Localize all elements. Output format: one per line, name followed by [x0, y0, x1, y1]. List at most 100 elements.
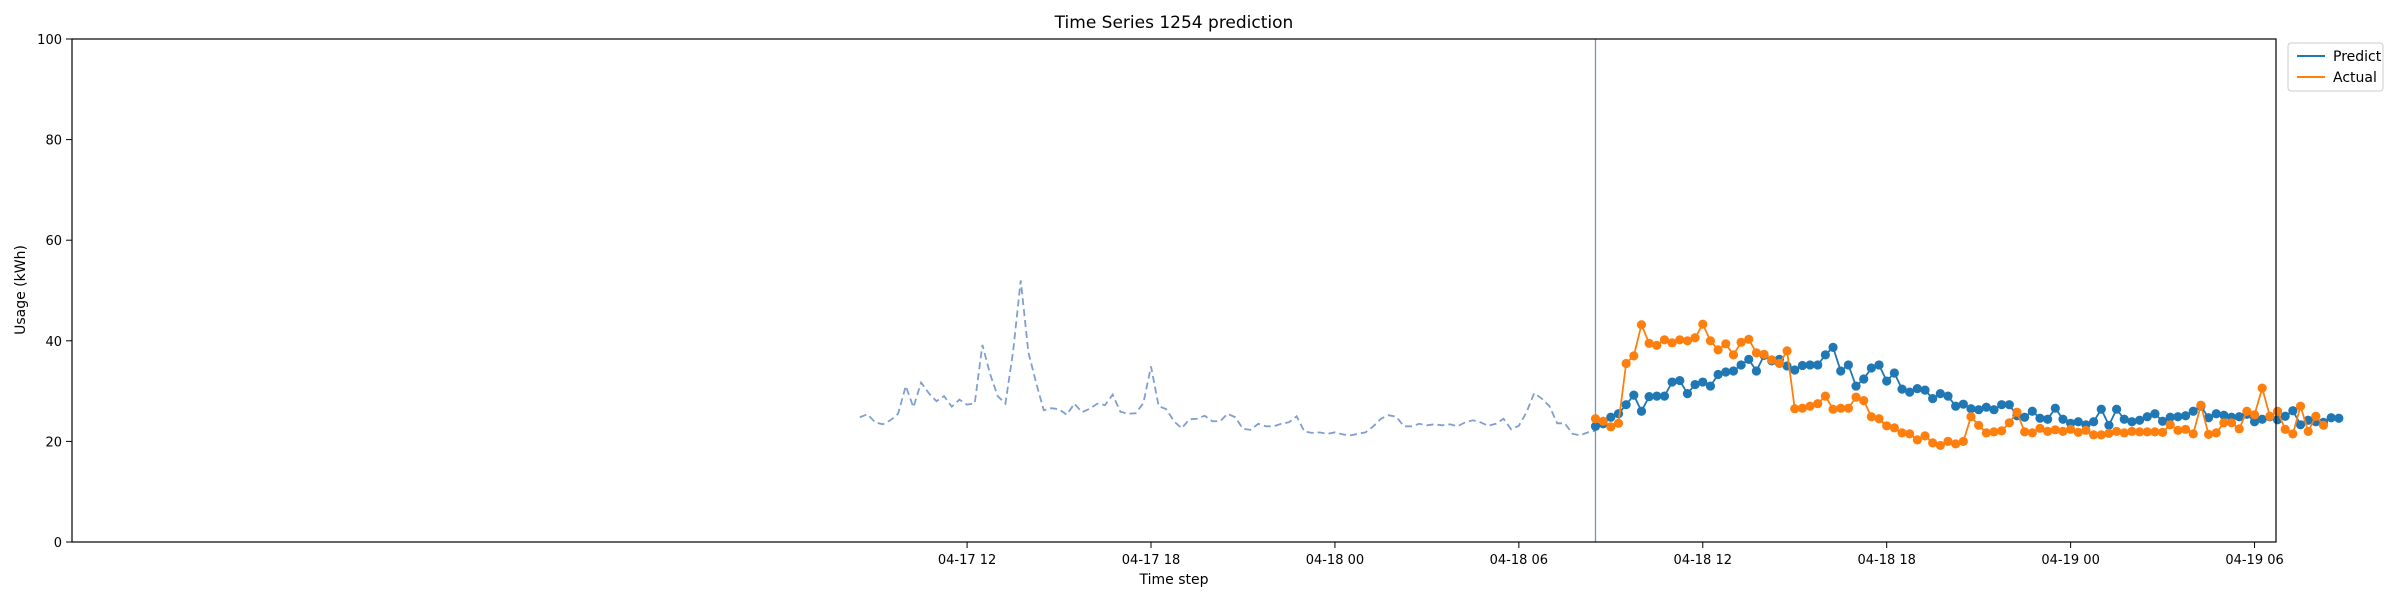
actual-point	[1805, 401, 1815, 411]
predict-point	[1851, 381, 1861, 391]
actual-point	[1989, 427, 1999, 437]
predict-point	[1974, 405, 1984, 415]
actual-point	[1889, 423, 1899, 433]
chart-title: Time Series 1254 prediction	[1054, 13, 1294, 33]
actual-point	[2165, 420, 2175, 430]
predict-point	[2027, 406, 2037, 416]
x-tick-label: 04-18 00	[1306, 553, 1364, 568]
predict-point	[2234, 412, 2244, 422]
legend-predict-label: Predict	[2333, 49, 2382, 65]
predict-point	[2119, 414, 2129, 424]
x-tick-label: 04-17 12	[938, 553, 996, 568]
predict-point	[1713, 369, 1723, 380]
actual-point	[2096, 430, 2106, 440]
actual-point	[2004, 418, 2014, 428]
predict-point	[2134, 415, 2145, 425]
actual-point	[2265, 411, 2275, 421]
actual-point	[1736, 337, 1746, 347]
actual-point	[1897, 428, 1907, 438]
predict-point	[2165, 412, 2175, 422]
predict-point	[2096, 404, 2106, 414]
predict-point	[1935, 389, 1945, 399]
actual-point	[2280, 424, 2290, 434]
actual-point	[2012, 407, 2022, 417]
actual-point	[1751, 348, 1762, 358]
actual-point	[1698, 319, 1708, 329]
predict-point	[1736, 360, 1746, 370]
actual-point	[1621, 358, 1631, 369]
actual-point	[1767, 355, 1777, 365]
x-axis: 04-17 12 04-17 18 04-18 00 04-18 06 04-18 12…	[938, 542, 2284, 568]
actual-point	[1981, 428, 1991, 438]
actual-point	[2058, 426, 2068, 436]
actual-point	[2203, 429, 2214, 439]
actual-point	[2295, 401, 2306, 411]
predict-point	[2157, 416, 2168, 426]
x-tick-label: 04-17 18	[1122, 553, 1180, 568]
actual-point	[2257, 383, 2267, 393]
actual-point	[1828, 404, 1838, 414]
predict-point	[2326, 413, 2336, 423]
actual-point	[2242, 406, 2252, 416]
predict-point	[1981, 402, 1991, 412]
predict-point	[2050, 403, 2060, 413]
predict-point	[2089, 417, 2099, 427]
plot-frame	[71, 38, 2277, 543]
predict-point	[2219, 410, 2229, 420]
predict-point	[1951, 401, 1961, 411]
predict-point	[1728, 366, 1739, 376]
predict-point	[2211, 409, 2221, 419]
predict-point	[1828, 342, 1838, 352]
predict-point	[2004, 400, 2014, 410]
predict-point	[1805, 360, 1815, 370]
predict-point	[2173, 412, 2183, 422]
predict-point	[1866, 363, 1876, 373]
actual-point	[2127, 426, 2137, 436]
predict-point	[1636, 406, 1647, 416]
predict-point	[2295, 420, 2306, 430]
actual-point	[1728, 350, 1739, 360]
actual-point	[1790, 404, 1800, 414]
predict-point	[1744, 354, 1754, 365]
actual-point	[1797, 403, 1807, 413]
actual-point	[1613, 418, 1624, 428]
actual-point	[1675, 335, 1685, 345]
predict-point	[1889, 368, 1899, 378]
actual-point	[1705, 336, 1716, 346]
actual-point	[1652, 340, 1662, 350]
actual-point	[1774, 358, 1785, 369]
actual-point	[1606, 422, 1616, 432]
actual-point	[1820, 391, 1830, 401]
predict-point	[2127, 417, 2137, 427]
actual-point	[1636, 320, 1647, 330]
predict-point	[2257, 414, 2267, 424]
x-tick-label: 04-18 18	[1857, 553, 1915, 568]
actual-point	[1928, 438, 1938, 448]
actual-point	[2119, 428, 2129, 438]
actual-point	[2318, 420, 2329, 430]
predict-point	[1606, 412, 1616, 422]
predict-point	[1874, 360, 1884, 370]
actual-point	[1713, 345, 1723, 355]
predict-point	[2249, 417, 2260, 427]
predict-point	[1675, 375, 1685, 386]
actual-point	[2288, 429, 2298, 439]
predict-point	[1659, 391, 1670, 401]
actual-point	[1690, 333, 1700, 343]
x-axis-label: Time step	[1139, 572, 1209, 588]
actual-point	[2188, 429, 2198, 439]
actual-point	[1882, 421, 1892, 431]
predict-point	[1905, 387, 1915, 397]
predict-point	[1629, 390, 1639, 400]
predict-point	[2058, 414, 2068, 424]
actual-point	[2211, 428, 2221, 438]
predict-point	[1705, 381, 1716, 391]
predict-series	[1590, 342, 2344, 431]
actual-point	[1721, 339, 1731, 349]
predict-point	[1644, 392, 1654, 402]
predict-point	[1966, 404, 1976, 414]
actual-point	[2081, 425, 2091, 435]
predict-point	[2112, 404, 2122, 414]
predict-point	[1667, 377, 1677, 387]
predict-point	[2020, 412, 2030, 422]
